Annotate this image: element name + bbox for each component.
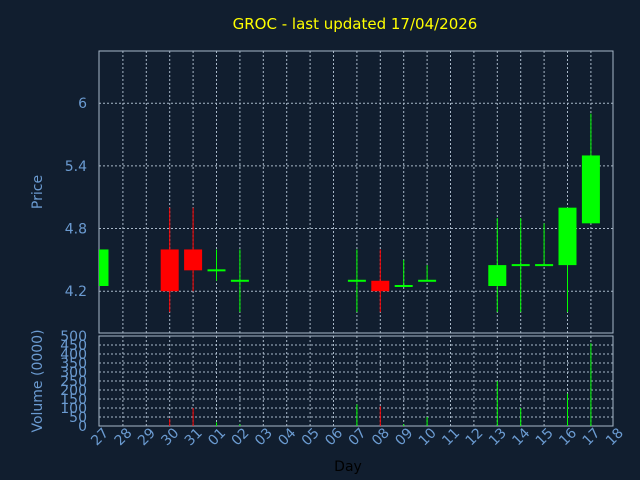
- candles: [99, 113, 600, 313]
- candle: [488, 218, 507, 313]
- candle-body: [371, 280, 390, 292]
- x-tick-label: 28: [112, 425, 136, 449]
- volume-tick-label: 400: [60, 347, 87, 363]
- volume-axis-label: Volume (0000): [30, 329, 46, 432]
- candle-body: [418, 279, 437, 282]
- price-grid: [99, 51, 613, 333]
- price-tick-label: 4.8: [65, 222, 87, 238]
- chart-title: GROC - last updated 17/04/2026: [233, 15, 478, 33]
- candle: [371, 249, 390, 313]
- candle-body: [230, 279, 249, 282]
- volume-tick-label: 0: [78, 419, 87, 435]
- x-tick-label: 07: [346, 425, 370, 449]
- candle: [511, 218, 530, 313]
- x-tick-label: 05: [299, 425, 323, 449]
- candle: [184, 207, 203, 292]
- x-tick-labels: 27 28 29 30 31 01 02 03 04 05 06 07 08 09 10 11 12 13 14 15…: [88, 425, 627, 449]
- candle-body: [347, 279, 366, 282]
- volume-tick-label: 300: [60, 365, 87, 381]
- volume-tick-label: 150: [60, 392, 87, 408]
- candle-body: [99, 249, 109, 286]
- candle-body: [160, 249, 179, 292]
- x-tick-label: 09: [392, 425, 416, 449]
- candle-body: [394, 285, 413, 287]
- x-tick-label: 18: [603, 425, 627, 449]
- x-tick-label: 29: [135, 425, 159, 449]
- candle: [418, 265, 437, 282]
- price-tick-label: 6: [78, 96, 87, 112]
- candle: [160, 207, 179, 313]
- candle: [347, 249, 366, 313]
- x-tick-label: 14: [509, 425, 533, 449]
- x-tick-label: 16: [556, 425, 580, 449]
- x-tick-label: 04: [275, 425, 299, 449]
- x-tick-label: 06: [322, 425, 346, 449]
- x-tick-label: 12: [463, 425, 487, 449]
- volume-tick-label: 350: [60, 356, 87, 372]
- candle: [535, 223, 554, 267]
- x-tick-label: 30: [158, 425, 182, 449]
- x-tick-label: 02: [229, 425, 253, 449]
- x-axis-label: Day: [334, 459, 362, 475]
- candle: [99, 249, 109, 286]
- x-tick-label: 11: [439, 425, 463, 449]
- candle: [230, 249, 249, 313]
- x-tick-label: 03: [252, 425, 276, 449]
- x-tick-label: 13: [486, 425, 510, 449]
- x-tick-label: 15: [533, 425, 557, 449]
- candle-body: [535, 264, 554, 267]
- candle: [558, 207, 577, 313]
- price-plot-frame: [98, 50, 614, 334]
- volume-tick-label: 100: [60, 401, 87, 417]
- volume-bars: [169, 343, 592, 426]
- volume-tick-label: 450: [60, 338, 87, 354]
- x-tick-label: 17: [580, 425, 604, 449]
- x-tick-label: 27: [88, 425, 112, 449]
- candle-body: [581, 155, 600, 224]
- candle-body: [207, 269, 226, 272]
- candle: [207, 249, 226, 281]
- price-tick-labels: 4.2 4.8 5.4 6: [65, 96, 87, 300]
- price-tick-label: 5.4: [65, 159, 87, 175]
- candle-body: [184, 249, 203, 271]
- price-tick-label: 4.2: [65, 284, 87, 300]
- x-tick-label: 01: [205, 425, 229, 449]
- x-tick-label: 10: [416, 425, 440, 449]
- volume-tick-label: 500: [60, 329, 87, 345]
- price-axis-label: Price: [30, 175, 46, 209]
- candle-body: [488, 265, 507, 286]
- candle: [394, 259, 413, 287]
- candle-body: [511, 264, 530, 267]
- volume-tick-label: 250: [60, 374, 87, 390]
- volume-tick-label: 200: [60, 383, 87, 399]
- x-tick-label: 31: [182, 425, 206, 449]
- volume-grid: [99, 335, 613, 427]
- volume-tick-label: 50: [69, 410, 87, 426]
- candle-body: [558, 207, 577, 266]
- x-tick-label: 08: [369, 425, 393, 449]
- candle: [581, 113, 600, 224]
